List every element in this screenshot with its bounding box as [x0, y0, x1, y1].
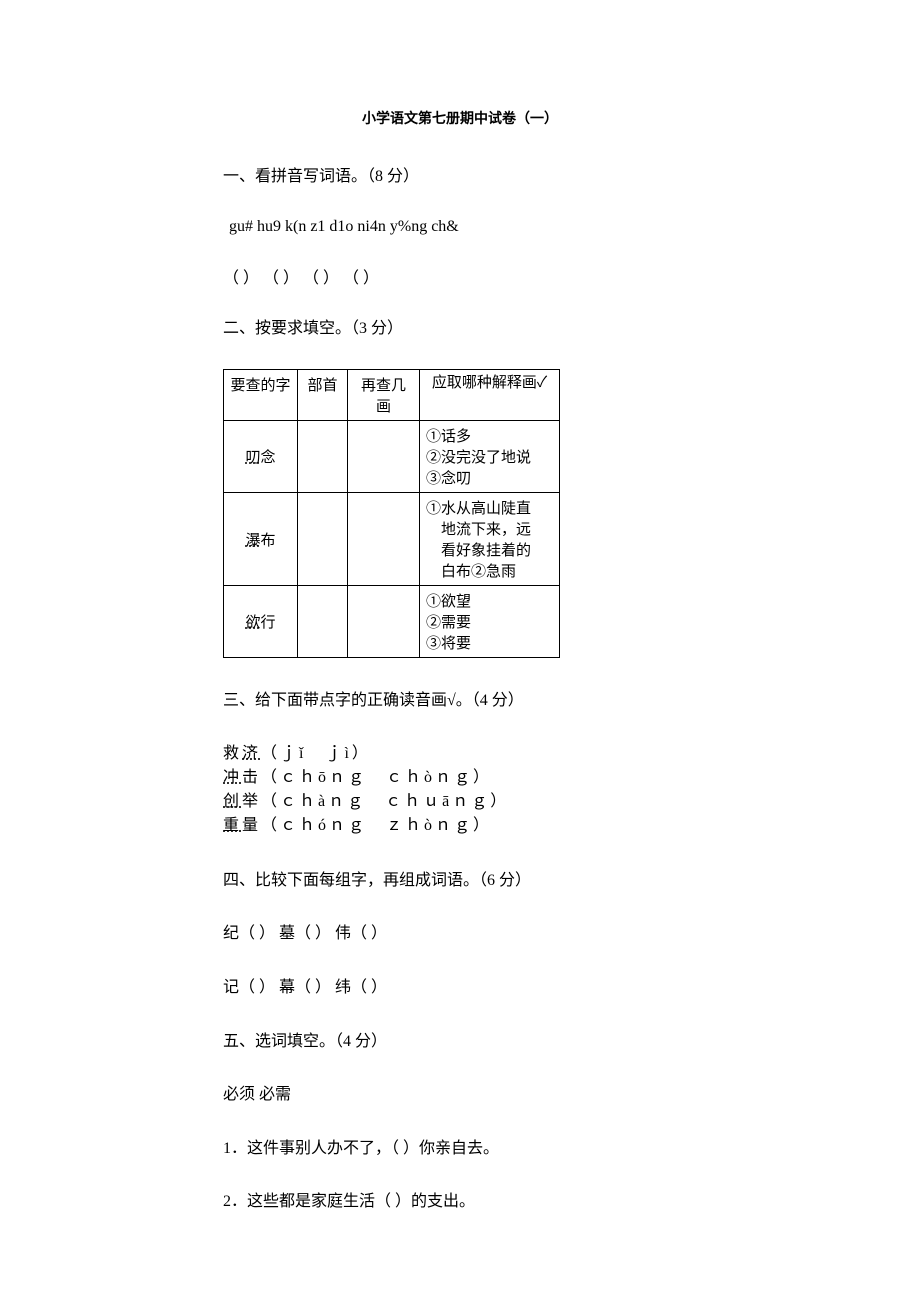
table-row: 叨念 ①话多②没完没了地说③念叨 — [224, 421, 560, 493]
radical-cell — [298, 586, 348, 658]
meaning-cell: ①欲望②需要③将要 — [420, 586, 560, 658]
header-radical: 部首 — [298, 370, 348, 421]
exam-title: 小学语文第七册期中试卷（一） — [223, 108, 697, 128]
radical-cell — [298, 421, 348, 493]
strokes-cell — [348, 421, 420, 493]
section-five-words: 必须 必需 — [223, 1082, 697, 1108]
dotted-char: 济 — [242, 745, 261, 762]
table-row: 欲行 ①欲望②需要③将要 — [224, 586, 560, 658]
section-five-q1: 1．这件事别人办不了，（ ）你亲自去。 — [223, 1136, 697, 1162]
strokes-cell — [348, 493, 420, 586]
dotted-char: 欲 — [245, 615, 260, 631]
header-meaning: 应取哪种解释画✓ — [420, 370, 560, 421]
pronunciation-item: 创举（ｃｈàｎｇ ｃｈｕāｎｇ） — [223, 790, 697, 814]
dotted-char: 创 — [223, 793, 242, 810]
word-cell: 瀑布 — [224, 493, 298, 586]
word-cell: 欲行 — [224, 586, 298, 658]
section-three-heading: 三、给下面带点字的正确读音画√。（4 分） — [223, 688, 697, 714]
lookup-table: 要查的字 部首 再查几画 应取哪种解释画✓ 叨念 ①话多②没完没了地说③念叨 瀑… — [223, 369, 560, 658]
dotted-char: 重 — [223, 817, 242, 834]
section-four-line1: 纪（ ） 墓（ ） 伟（ ） — [223, 921, 697, 947]
header-char: 要查的字 — [224, 370, 298, 421]
pronunciation-item: 救济（ｊǐ ｊì） — [223, 742, 697, 766]
pronunciation-list: 救济（ｊǐ ｊì） 冲击（ｃｈōｎｇ ｃｈòｎｇ） 创举（ｃｈàｎｇ ｃｈｕāｎ… — [223, 742, 697, 838]
section-five-heading: 五、选词填空。（4 分） — [223, 1029, 697, 1055]
section-one-pinyin: gu# hu9 k(n z1 d1o ni4n y%ng ch& — [229, 218, 697, 236]
section-one-heading: 一、看拼音写词语。（8 分） — [223, 164, 697, 190]
section-one-blanks: （ ） （ ） （ ） （ ） — [223, 264, 697, 288]
table-row: 瀑布 ①水从高山陡直 地流下来，远 看好象挂着的 白布②急雨 — [224, 493, 560, 586]
header-strokes: 再查几画 — [348, 370, 420, 421]
section-two-heading: 二、按要求填空。（3 分） — [223, 316, 697, 342]
pronunciation-item: 重量（ｃｈóｎｇ ｚｈòｎｇ） — [223, 814, 697, 838]
dotted-char: 叨 — [245, 450, 260, 466]
meaning-cell: ①话多②没完没了地说③念叨 — [420, 421, 560, 493]
table-header-row: 要查的字 部首 再查几画 应取哪种解释画✓ — [224, 370, 560, 421]
dotted-char: 冲 — [223, 769, 242, 786]
pronunciation-item: 冲击（ｃｈōｎｇ ｃｈòｎｇ） — [223, 766, 697, 790]
dotted-char: 瀑 — [245, 533, 260, 549]
section-five-q2: 2．这些都是家庭生活（ ）的支出。 — [223, 1189, 697, 1215]
section-four-line2: 记（ ） 幕（ ） 纬（ ） — [223, 975, 697, 1001]
word-cell: 叨念 — [224, 421, 298, 493]
radical-cell — [298, 493, 348, 586]
strokes-cell — [348, 586, 420, 658]
meaning-cell: ①水从高山陡直 地流下来，远 看好象挂着的 白布②急雨 — [420, 493, 560, 586]
header-meaning-text: 应取哪种解释画✓ — [432, 374, 547, 394]
section-four-heading: 四、比较下面每组字，再组成词语。（6 分） — [223, 868, 697, 894]
